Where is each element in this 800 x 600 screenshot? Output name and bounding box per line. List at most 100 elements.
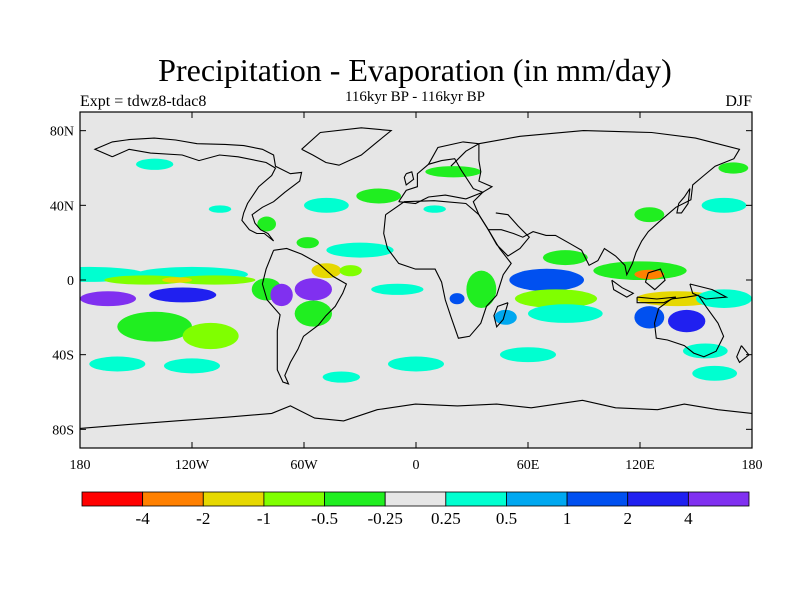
colorbar-box (202, 491, 265, 507)
lon-tick-label: 60E (517, 458, 540, 473)
coastline-japan (676, 188, 691, 214)
colorbar-label: 2 (623, 509, 632, 528)
field-blob (634, 207, 665, 223)
colorbar-box (324, 491, 386, 507)
lon-tick-label: 180 (742, 458, 763, 473)
colorbar-box (506, 491, 568, 507)
field-blob (136, 158, 174, 170)
field-blob (371, 283, 424, 295)
chart-title: Precipitation - Evaporation (in mm/day) (158, 52, 672, 88)
lon-tick-label: 180 (70, 458, 91, 473)
lat-tick-label: 40S (52, 349, 74, 364)
field-blob (104, 275, 187, 285)
colorbar-box (263, 491, 325, 507)
field-blob (89, 356, 146, 372)
coastline-asia (472, 130, 741, 277)
coastline-britain (403, 171, 415, 186)
field-blob (326, 242, 394, 258)
field-blob (149, 287, 217, 303)
coastline-new-zealand (736, 345, 750, 364)
coastline-antarctica (80, 399, 752, 429)
field-blob (682, 343, 728, 359)
colorbar-box (81, 491, 144, 507)
colorbar-label: -2 (196, 509, 210, 528)
coastline-madagascar (493, 302, 509, 329)
coastline-new-guinea (689, 283, 729, 300)
chart-subtitle: 116kyr BP - 116kyr BP (344, 89, 485, 105)
coastline-australia (653, 294, 725, 358)
axis-ticks: 80N 40N 0 40S 80S 180 120W 60W 0 60E 120E 180 (50, 112, 763, 473)
field-blob (494, 309, 517, 325)
colorbar-label: -1 (257, 509, 271, 528)
field-blob (182, 322, 239, 350)
field-blob (542, 250, 588, 266)
field-blob (500, 347, 556, 363)
field-blob (304, 197, 349, 213)
colorbar-label: 4 (684, 509, 693, 528)
colorbar-box (687, 491, 750, 507)
lat-tick-label: 40N (50, 199, 74, 214)
field-blob (162, 277, 192, 283)
field-blob (117, 311, 192, 342)
colorbar-label: 1 (563, 509, 572, 528)
field-blob (423, 205, 446, 213)
field-blob (692, 365, 738, 381)
season-label: DJF (725, 93, 752, 110)
experiment-label: Expt = tdwz8-tdac8 (80, 93, 207, 110)
colorbar-box (566, 491, 629, 507)
colorbar-box (384, 491, 447, 507)
coastline-scandinavia (428, 141, 481, 167)
lon-tick-label: 120E (625, 458, 655, 473)
colorbar-label: 0.25 (431, 509, 461, 528)
lon-tick-label: 0 (413, 458, 420, 473)
field-blob (164, 358, 220, 374)
field-blob (270, 283, 293, 307)
field-blob (668, 309, 706, 333)
field-blob (322, 371, 361, 383)
field-blob (173, 275, 256, 285)
colorbar-box (142, 491, 204, 507)
lat-tick-label: 80N (50, 125, 74, 140)
colorbar-label: -0.25 (367, 509, 402, 528)
field-blob (388, 356, 444, 372)
field-blob (356, 188, 402, 204)
colorbar-label: -0.5 (311, 509, 338, 528)
field-blob (449, 293, 465, 305)
coastline-north-america (93, 137, 303, 242)
field-blob (296, 237, 319, 249)
field-blob (696, 289, 752, 308)
field-blob (718, 162, 749, 174)
colorbar-box (445, 491, 507, 507)
colorbar-label: 0.5 (496, 509, 517, 528)
coastline-layer (80, 127, 752, 429)
field-blob (339, 265, 362, 277)
lon-tick-label: 120W (175, 458, 210, 473)
lon-tick-label: 60W (290, 458, 318, 473)
field-blob (466, 270, 497, 309)
field-blob (294, 278, 333, 301)
field-blob (701, 197, 747, 213)
field-blob (634, 269, 665, 280)
field-blob (528, 304, 603, 323)
field-blob (257, 216, 276, 232)
field-blob (509, 268, 584, 292)
field-blob (425, 166, 482, 178)
field-blob (208, 205, 232, 213)
coastline-greenland (301, 127, 393, 166)
coastline-borneo (644, 268, 666, 291)
field-blob (634, 306, 665, 329)
lat-tick-label: 80S (52, 423, 74, 438)
field-layer (80, 158, 752, 383)
colorbar-label: -4 (136, 509, 151, 528)
field-blob (80, 291, 136, 307)
lat-tick-label: 0 (67, 274, 74, 289)
coastline-south-america (261, 247, 348, 385)
coastline-africa (383, 200, 512, 339)
coastline-europe (398, 158, 485, 205)
colorbar-box (627, 491, 689, 507)
field-blob (294, 300, 333, 327)
colorbar: -4 -2 -1 -0.5 -0.25 0.25 0.5 1 2 4 (81, 491, 750, 528)
field-blob (514, 289, 598, 308)
coastline-arabia (487, 212, 531, 257)
